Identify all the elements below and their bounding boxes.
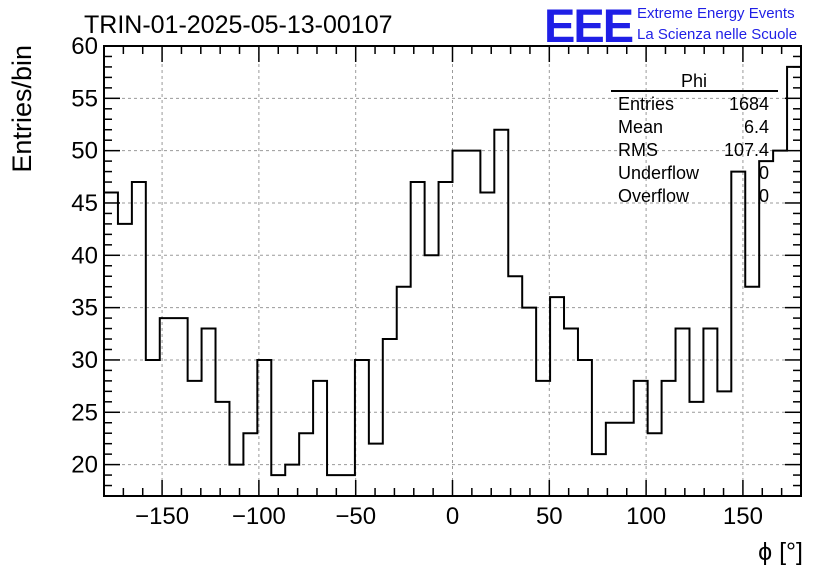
histogram-bin: [313, 381, 327, 496]
y-tick-label: 30: [71, 347, 98, 374]
stats-row-value: 0: [759, 163, 769, 183]
eee-logo-line1: Extreme Energy Events: [637, 5, 795, 22]
stats-row-label: Underflow: [618, 163, 700, 183]
histogram-bin: [745, 287, 759, 496]
histogram-bin: [383, 339, 397, 496]
histogram-bin: [118, 224, 132, 496]
histogram-bin: [243, 433, 257, 496]
histogram-bin: [620, 423, 634, 496]
histogram-bin: [536, 381, 550, 496]
histogram-bin: [717, 391, 731, 496]
stats-row-value: 1684: [729, 94, 769, 114]
histogram-bin: [216, 402, 230, 496]
histogram-bin: [787, 67, 801, 496]
histogram-bin: [731, 172, 745, 496]
histogram-bin: [689, 402, 703, 496]
histogram-bin: [104, 193, 118, 496]
x-tick-label: −100: [232, 503, 286, 530]
stats-box: Phi Entries 1684 Mean 6.4 RMS 107.4 Underflow 0…: [611, 71, 778, 206]
histogram-bin: [703, 329, 717, 496]
histogram-bin: [327, 475, 341, 496]
x-tick-label: −150: [135, 503, 189, 530]
stats-row-label: Mean: [618, 117, 663, 137]
stats-row-value: 6.4: [744, 117, 769, 137]
run-title: TRIN-01-2025-05-13-00107: [84, 11, 393, 39]
eee-logo-line2: La Scienza nelle Scuole: [637, 26, 797, 43]
histogram-bin: [453, 151, 467, 496]
histogram-bin: [202, 329, 216, 496]
histogram-bin: [160, 318, 174, 496]
x-tick-label: 50: [536, 503, 563, 530]
x-tick-label: 150: [723, 503, 763, 530]
histogram-bin: [759, 161, 773, 496]
histogram-bin: [773, 151, 787, 496]
histogram-bin: [466, 151, 480, 496]
x-tick-label: 100: [626, 503, 666, 530]
stats-row-label: RMS: [618, 140, 658, 160]
stats-row-label: Entries: [618, 94, 674, 114]
histogram-bin: [606, 423, 620, 496]
histogram-bin: [648, 433, 662, 496]
y-tick-label: 55: [71, 85, 98, 112]
y-axis-label: Entries/bin: [7, 45, 37, 173]
histogram-bin: [132, 182, 146, 496]
histogram-bin: [425, 255, 439, 496]
histogram-bin: [522, 308, 536, 496]
histogram-bin: [508, 276, 522, 496]
y-tick-label: 45: [71, 190, 98, 217]
histogram-bin: [229, 465, 243, 496]
stats-row-label: Overflow: [618, 186, 690, 206]
histogram-bin: [480, 193, 494, 496]
x-tick-label: 0: [446, 503, 459, 530]
histogram-bin: [257, 360, 271, 496]
histogram-step-line: [104, 65, 801, 477]
y-axis-ticks: 20 25 30 35 40 45 50 55 60: [71, 33, 801, 487]
x-tick-label: −50: [335, 503, 376, 530]
histogram-bin: [592, 454, 606, 496]
histogram-bin: [662, 381, 676, 496]
x-axis-label: ϕ [°]: [758, 538, 803, 566]
eee-logo-text: EEE: [544, 0, 633, 52]
histogram-bin: [494, 130, 508, 496]
histogram-bin: [397, 287, 411, 496]
histogram-bin: [676, 329, 690, 496]
histogram-bin: [188, 381, 202, 496]
histogram-bin: [299, 433, 313, 496]
stats-row-value: 0: [759, 186, 769, 206]
histogram-bin: [439, 182, 453, 496]
histogram-bin: [146, 360, 160, 496]
histogram-bin: [578, 360, 592, 496]
histogram-bin: [369, 444, 383, 496]
y-tick-label: 40: [71, 242, 98, 269]
stats-box-title: Phi: [681, 71, 707, 91]
histogram-bin: [634, 381, 648, 496]
y-tick-label: 60: [71, 33, 98, 60]
x-axis-ticks: −150 −100 −50 0 50 100 150: [103, 46, 802, 530]
eee-logo: EEE Extreme Energy Events La Scienza nel…: [544, 0, 797, 52]
y-tick-label: 25: [71, 399, 98, 426]
histogram-bin: [355, 360, 369, 496]
histogram-bin: [564, 329, 578, 496]
stats-row-value: 107.4: [724, 140, 769, 160]
histogram-bin: [411, 182, 425, 496]
y-tick-label: 20: [71, 452, 98, 479]
y-tick-label: 35: [71, 295, 98, 322]
histogram-bin: [174, 318, 188, 496]
histogram-bin: [341, 475, 355, 496]
histogram-bin: [550, 297, 564, 496]
stats-box-rows: Entries 1684 Mean 6.4 RMS 107.4 Underflow 0 Over…: [618, 94, 769, 206]
y-tick-label: 50: [71, 138, 98, 165]
